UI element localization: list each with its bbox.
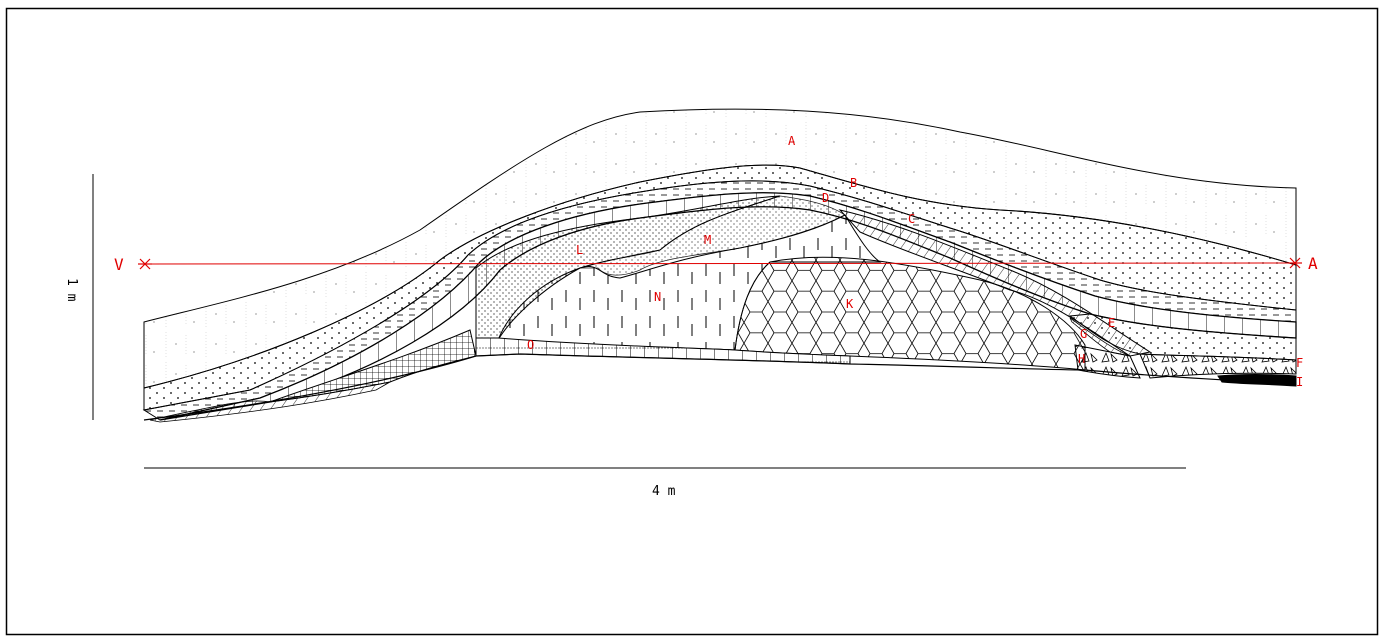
label-layer-i: I — [1296, 375, 1303, 389]
label-layer-e: E — [1108, 316, 1115, 330]
layer-h — [1074, 344, 1141, 379]
datum-label-left: V — [114, 255, 124, 274]
horizontal-scale-label: 4 m — [652, 484, 676, 499]
vertical-scale-label: 1 m — [64, 278, 79, 302]
label-layer-g: G — [1080, 327, 1087, 341]
datum-marker-left — [138, 258, 152, 270]
label-layer-c: C — [908, 212, 915, 226]
datum-label-right: A — [1308, 254, 1318, 273]
label-layer-b: B — [850, 176, 857, 190]
label-layer-h: H — [1078, 352, 1085, 366]
label-layer-d: D — [822, 191, 829, 205]
layer-i — [1217, 374, 1297, 387]
label-layer-a: A — [788, 134, 796, 148]
datum-marker-right — [1288, 257, 1302, 269]
hatched-lens — [838, 209, 1152, 357]
label-layer-l: L — [576, 243, 583, 257]
label-layer-m: M — [704, 233, 711, 247]
label-layer-o: O — [527, 338, 534, 352]
label-layer-f: F — [1296, 356, 1303, 370]
drawing-border — [5, 7, 1379, 636]
label-layer-n: N — [654, 290, 661, 304]
datum-line — [144, 262, 1296, 265]
label-layer-k: K — [846, 297, 854, 311]
layer-g — [1069, 317, 1131, 357]
layer-f — [1139, 353, 1297, 379]
